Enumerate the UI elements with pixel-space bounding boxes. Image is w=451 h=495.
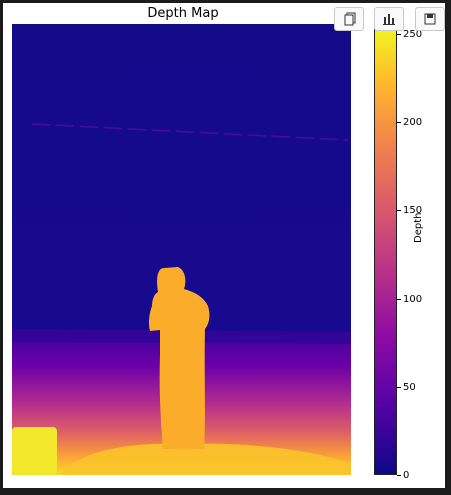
- colorbar-tick-0: [397, 475, 401, 476]
- colorbar-tick-label-0: 0: [403, 470, 410, 481]
- colorbar-label: Depth: [413, 212, 424, 243]
- figure-title: Depth Map: [147, 6, 219, 21]
- depth-map-image: [12, 24, 351, 475]
- copy-icon: [344, 12, 356, 26]
- colorbar: [374, 24, 397, 475]
- save-icon: [424, 13, 436, 25]
- bar-chart-icon: [383, 14, 395, 25]
- chart-button[interactable]: [374, 7, 404, 31]
- colorbar-tick-label-200: 200: [403, 117, 423, 128]
- copy-button[interactable]: [334, 7, 364, 31]
- colorbar-tick-label-250: 250: [403, 29, 423, 40]
- colorbar-tick-200: [397, 122, 401, 123]
- colorbar-tick-label-100: 100: [403, 294, 423, 305]
- figure-panel: Depth Map: [3, 3, 445, 488]
- colorbar-tick-100: [397, 299, 401, 300]
- colorbar-tick-label-150: 150: [403, 205, 423, 216]
- colorbar-tick-label-50: 50: [403, 382, 416, 393]
- save-button[interactable]: [415, 7, 445, 31]
- colorbar-tick-150: [397, 210, 401, 211]
- colorbar-tick-50: [397, 387, 401, 388]
- colorbar-tick-250: [397, 34, 401, 35]
